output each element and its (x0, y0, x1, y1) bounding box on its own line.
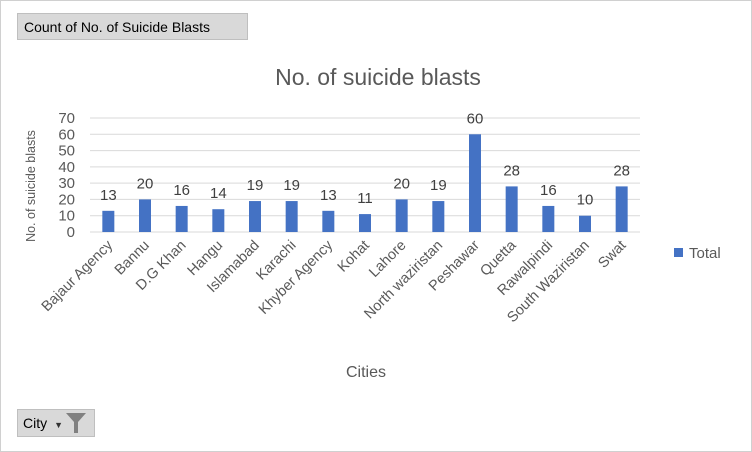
bar (432, 201, 445, 232)
bar (469, 134, 481, 232)
data-label: 19 (247, 177, 264, 194)
y-tick-label: 0 (67, 224, 75, 241)
filter-icon[interactable] (66, 412, 87, 434)
y-tick-label: 60 (58, 126, 75, 143)
x-axis-title: Cities (346, 364, 386, 381)
bar (175, 205, 188, 232)
y-axis-title: No. of suicide blasts (24, 130, 38, 242)
bar (579, 215, 591, 232)
bar (285, 201, 298, 232)
values-field-label: Count of No. of Suicide Blasts (24, 18, 210, 35)
x-tick-label: Swat (595, 238, 629, 272)
data-labels: 13 20 16 14 19 19 13 11 20 19 60 28 16 10 28 (100, 110, 630, 208)
y-tick-label: 40 (58, 159, 75, 176)
data-label: 11 (357, 190, 373, 207)
data-label: 28 (503, 162, 520, 179)
data-label: 19 (430, 177, 447, 194)
data-label: 60 (467, 110, 484, 127)
city-field-label: City (23, 415, 48, 431)
bar (249, 201, 261, 232)
y-tick-label: 10 (58, 208, 75, 225)
data-label: 14 (210, 185, 227, 202)
bar (212, 209, 225, 232)
data-label: 20 (137, 175, 154, 192)
x-tick-label: Bajaur Agency (39, 237, 117, 315)
data-label: 16 (540, 182, 557, 199)
data-label: 10 (577, 192, 594, 209)
bar (615, 186, 628, 232)
bar (139, 199, 151, 232)
data-label: 19 (283, 177, 300, 194)
bar (395, 199, 408, 232)
chart-title: No. of suicide blasts (275, 64, 481, 90)
values-field-button[interactable]: Count of No. of Suicide Blasts (17, 13, 248, 40)
data-label: 13 (100, 187, 117, 204)
data-label: 20 (393, 175, 410, 192)
bar (505, 186, 518, 232)
city-field-button[interactable]: City ▼ (17, 409, 95, 437)
bar (322, 210, 335, 232)
data-label: 13 (320, 187, 337, 204)
bars (102, 134, 628, 232)
y-tick-label: 30 (58, 175, 75, 192)
dropdown-arrow-icon[interactable]: ▼ (54, 420, 64, 430)
legend-label: Total (689, 245, 721, 262)
data-label: 16 (173, 182, 190, 199)
y-tick-label: 50 (58, 143, 75, 160)
bar (542, 205, 555, 232)
bar (359, 214, 371, 232)
y-tick-label: 20 (58, 191, 75, 208)
legend-swatch (674, 248, 683, 257)
y-tick-label: 70 (58, 110, 75, 127)
bar (102, 210, 115, 232)
data-label: 28 (613, 162, 630, 179)
legend: Total (674, 245, 721, 262)
